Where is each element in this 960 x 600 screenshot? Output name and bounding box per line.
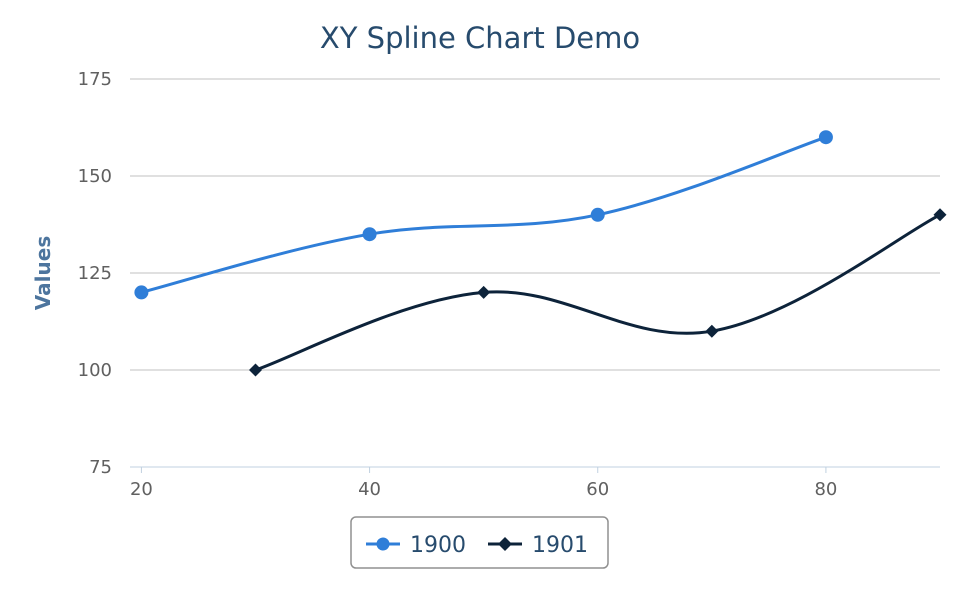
x-tick-label: 40 bbox=[358, 479, 381, 500]
y-axis-label: Values bbox=[31, 236, 55, 310]
chart-title: XY Spline Chart Demo bbox=[320, 21, 640, 55]
grid-lines bbox=[130, 78, 940, 371]
data-point-1900[interactable] bbox=[362, 227, 377, 242]
series-line-1901 bbox=[255, 213, 941, 372]
legend-marker-1901 bbox=[498, 537, 512, 551]
y-axis-ticks: 75 100 125 150 175 bbox=[78, 69, 112, 478]
y-tick-label: 150 bbox=[78, 166, 112, 187]
y-tick-label: 175 bbox=[78, 69, 112, 90]
legend-label-1900: 1900 bbox=[410, 533, 466, 558]
x-tick-label: 80 bbox=[814, 479, 837, 500]
data-point-1900[interactable] bbox=[818, 130, 833, 145]
x-tick-label: 20 bbox=[130, 479, 153, 500]
x-axis-ticks: 20 40 60 80 bbox=[130, 467, 837, 500]
series-1900 bbox=[134, 130, 833, 300]
series-1901 bbox=[248, 208, 947, 377]
legend-item-1901[interactable]: 1901 bbox=[488, 533, 588, 558]
legend: 1900 1901 bbox=[350, 516, 609, 569]
data-point-1901[interactable] bbox=[248, 363, 262, 377]
legend-marker-1900 bbox=[376, 537, 390, 551]
series-line-1900 bbox=[141, 135, 827, 294]
y-tick-label: 125 bbox=[78, 263, 112, 284]
legend-item-1900[interactable]: 1900 bbox=[366, 533, 466, 558]
data-point-1901[interactable] bbox=[477, 285, 491, 299]
y-tick-label: 75 bbox=[89, 457, 112, 478]
legend-label-1901: 1901 bbox=[532, 533, 588, 558]
data-point-1900[interactable] bbox=[134, 285, 149, 300]
data-point-1900[interactable] bbox=[590, 207, 605, 222]
x-tick-label: 60 bbox=[586, 479, 609, 500]
plot-area bbox=[134, 130, 947, 377]
data-point-1901[interactable] bbox=[933, 208, 947, 222]
legend-box bbox=[350, 516, 609, 569]
data-point-1901[interactable] bbox=[705, 324, 719, 338]
y-tick-label: 100 bbox=[78, 360, 112, 381]
